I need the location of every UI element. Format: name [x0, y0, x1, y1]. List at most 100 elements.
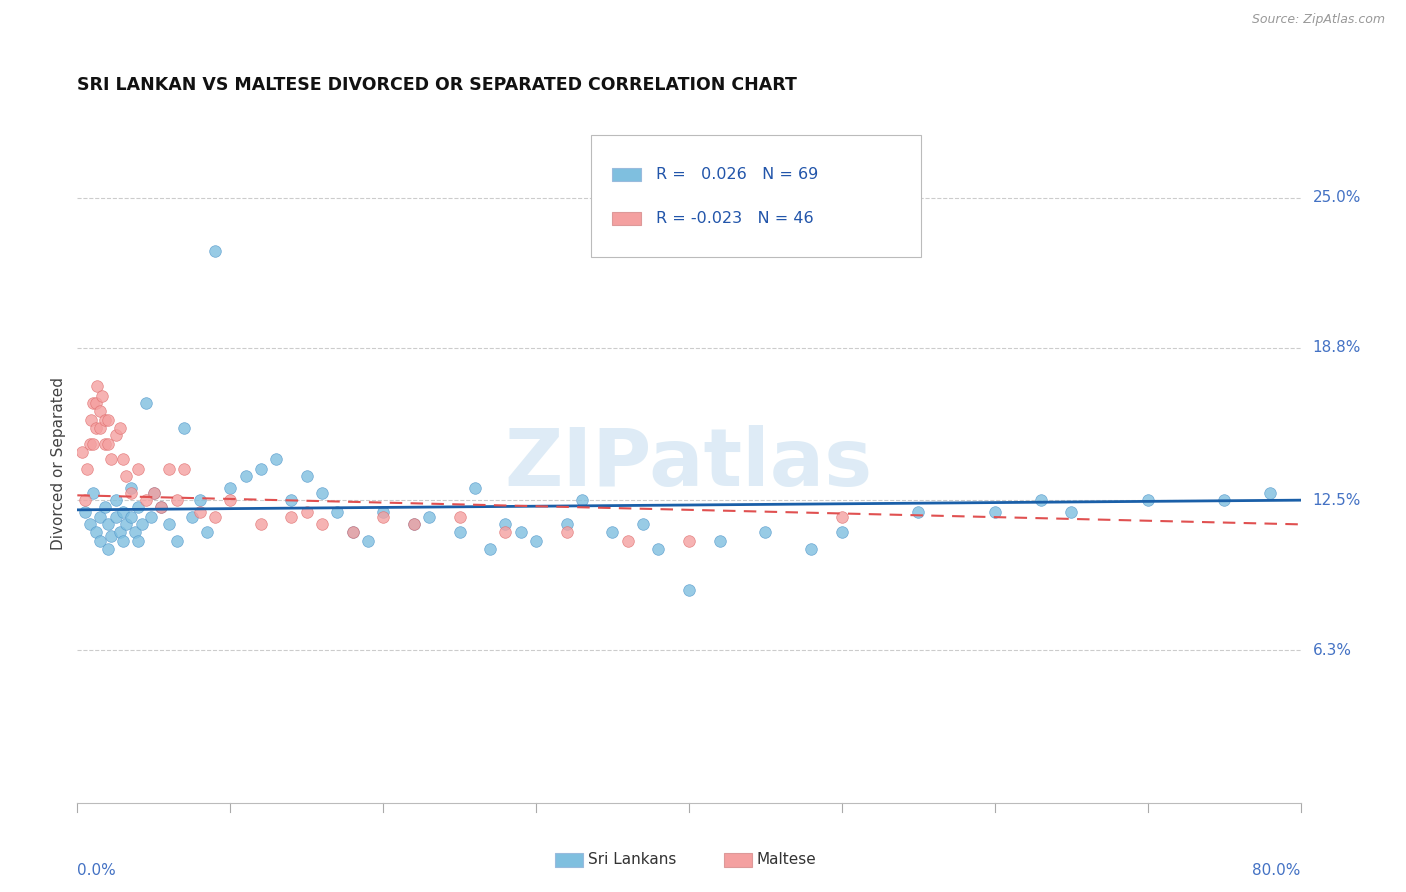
Point	[89, 534, 111, 549]
Point	[342, 524, 364, 539]
Point	[464, 481, 486, 495]
Point	[142, 486, 165, 500]
Point	[449, 510, 471, 524]
Point	[124, 524, 146, 539]
Point	[82, 396, 104, 410]
Point	[150, 500, 173, 515]
Point	[139, 510, 162, 524]
Point	[173, 461, 195, 475]
Point	[571, 493, 593, 508]
Point	[150, 500, 173, 515]
Point	[97, 517, 120, 532]
FancyBboxPatch shape	[591, 135, 921, 257]
Point	[173, 420, 195, 434]
Point	[449, 524, 471, 539]
FancyBboxPatch shape	[612, 212, 641, 225]
Text: 0.0%: 0.0%	[77, 863, 117, 879]
Point	[104, 493, 127, 508]
Text: Maltese: Maltese	[756, 853, 815, 867]
Point	[235, 469, 257, 483]
Point	[678, 534, 700, 549]
Point	[264, 452, 287, 467]
Point	[678, 582, 700, 597]
Point	[94, 500, 117, 515]
Point	[142, 486, 165, 500]
Point	[907, 505, 929, 519]
Point	[371, 510, 394, 524]
Point	[1258, 486, 1281, 500]
Point	[131, 517, 153, 532]
FancyBboxPatch shape	[612, 169, 641, 181]
Point	[79, 437, 101, 451]
Text: R = -0.023   N = 46: R = -0.023 N = 46	[657, 211, 814, 226]
Point	[1136, 493, 1159, 508]
Point	[280, 510, 302, 524]
Point	[86, 379, 108, 393]
Point	[79, 517, 101, 532]
Point	[181, 510, 204, 524]
Point	[94, 437, 117, 451]
Text: Sri Lankans: Sri Lankans	[588, 853, 676, 867]
Point	[326, 505, 349, 519]
Point	[104, 510, 127, 524]
Point	[495, 517, 517, 532]
Point	[73, 493, 96, 508]
Point	[127, 534, 149, 549]
Point	[104, 427, 127, 442]
Point	[100, 529, 122, 543]
Point	[831, 524, 853, 539]
Point	[100, 452, 122, 467]
Point	[84, 524, 107, 539]
Point	[219, 493, 242, 508]
Point	[84, 420, 107, 434]
Point	[127, 500, 149, 515]
Point	[495, 524, 517, 539]
Point	[617, 534, 640, 549]
Point	[188, 505, 211, 519]
Point	[754, 524, 776, 539]
Point	[84, 396, 107, 410]
Point	[80, 413, 103, 427]
Point	[831, 510, 853, 524]
Point	[127, 461, 149, 475]
Text: 12.5%: 12.5%	[1313, 492, 1361, 508]
Point	[402, 517, 425, 532]
Point	[89, 510, 111, 524]
Point	[555, 517, 578, 532]
Text: 18.8%: 18.8%	[1313, 340, 1361, 355]
Point	[295, 469, 318, 483]
Point	[250, 517, 273, 532]
Point	[418, 510, 440, 524]
Point	[70, 444, 93, 458]
Point	[135, 493, 157, 508]
Point	[204, 510, 226, 524]
Point	[90, 389, 112, 403]
Point	[112, 505, 135, 519]
Text: 80.0%: 80.0%	[1253, 863, 1301, 879]
Point	[115, 469, 138, 483]
Point	[1213, 493, 1236, 508]
Point	[120, 486, 142, 500]
Point	[250, 461, 273, 475]
Text: Source: ZipAtlas.com: Source: ZipAtlas.com	[1251, 13, 1385, 27]
Point	[1060, 505, 1083, 519]
Point	[76, 461, 98, 475]
Point	[311, 517, 333, 532]
Point	[97, 541, 120, 556]
Point	[135, 396, 157, 410]
Point	[89, 403, 111, 417]
Point	[555, 524, 578, 539]
Point	[602, 524, 624, 539]
Text: SRI LANKAN VS MALTESE DIVORCED OR SEPARATED CORRELATION CHART: SRI LANKAN VS MALTESE DIVORCED OR SEPARA…	[77, 76, 797, 94]
Point	[800, 541, 823, 556]
Point	[280, 493, 302, 508]
Point	[89, 420, 111, 434]
Text: ZIPatlas: ZIPatlas	[505, 425, 873, 503]
Point	[371, 505, 394, 519]
Point	[166, 493, 188, 508]
Point	[295, 505, 318, 519]
Point	[112, 534, 135, 549]
Point	[82, 437, 104, 451]
Point	[120, 481, 142, 495]
Point	[108, 524, 131, 539]
